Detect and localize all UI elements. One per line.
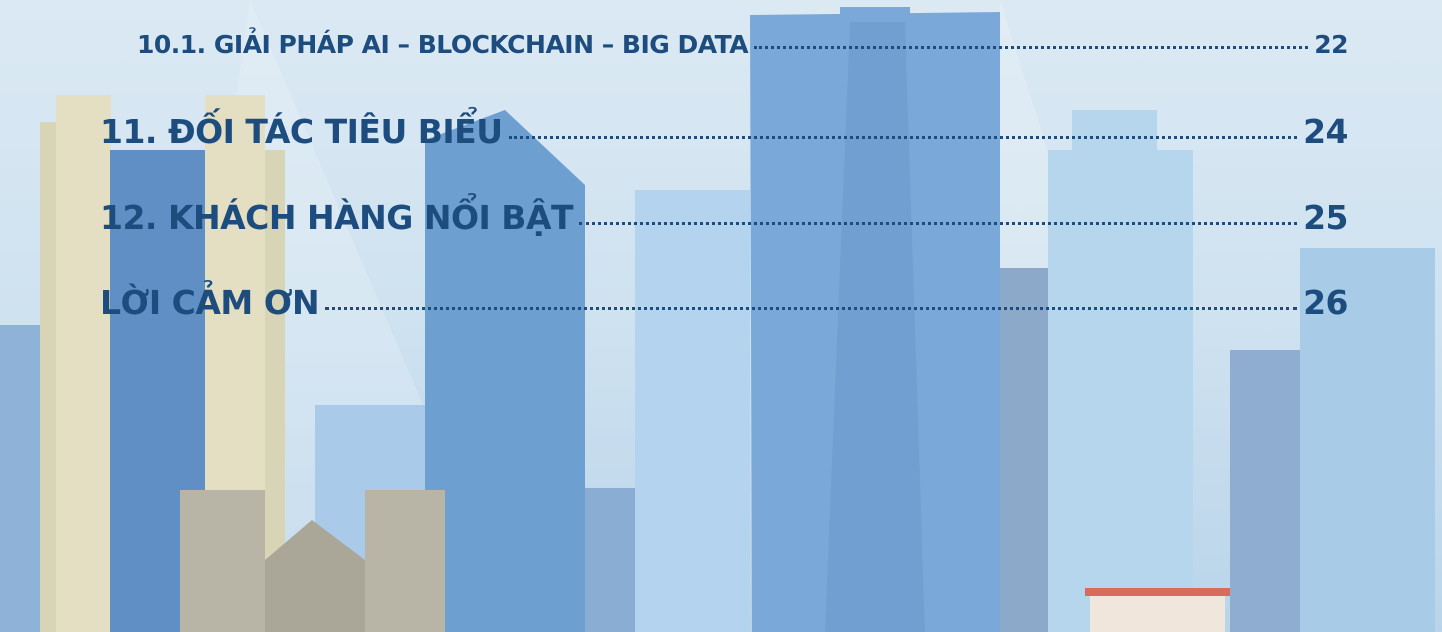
dot-leader [579, 222, 1297, 225]
entry-title: LỜI CẢM ƠN [100, 283, 319, 322]
dot-leader [509, 136, 1298, 139]
page: 10.1. GIẢI PHÁP AI – BLOCKCHAIN – BIG DA… [0, 0, 1442, 632]
entry-title: 12. KHÁCH HÀNG NỔI BẬT [100, 198, 573, 237]
entry-title: 10.1. GIẢI PHÁP AI – BLOCKCHAIN – BIG DA… [137, 30, 748, 59]
page-number: 24 [1303, 112, 1348, 151]
entry-title: 11. ĐỐI TÁC TIÊU BIỂU [100, 112, 503, 151]
toc-entry[interactable]: 10.1. GIẢI PHÁP AI – BLOCKCHAIN – BIG DA… [137, 30, 1348, 59]
dot-leader [754, 46, 1308, 49]
page-number: 26 [1303, 283, 1348, 322]
toc-entry[interactable]: 12. KHÁCH HÀNG NỔI BẬT 25 [100, 198, 1348, 237]
table-of-contents: 10.1. GIẢI PHÁP AI – BLOCKCHAIN – BIG DA… [0, 0, 1442, 632]
page-number: 25 [1303, 198, 1348, 237]
page-number: 22 [1314, 30, 1348, 59]
dot-leader [325, 307, 1297, 310]
toc-entry[interactable]: 11. ĐỐI TÁC TIÊU BIỂU 24 [100, 112, 1348, 151]
toc-entry[interactable]: LỜI CẢM ƠN 26 [100, 283, 1348, 322]
